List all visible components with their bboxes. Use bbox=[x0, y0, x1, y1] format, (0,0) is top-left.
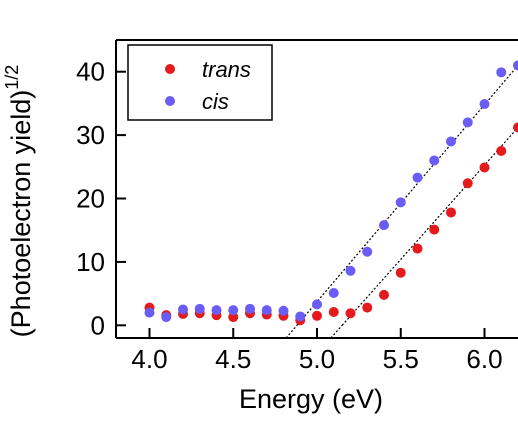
point-cis bbox=[212, 305, 222, 315]
legend-label-trans: trans bbox=[202, 57, 251, 82]
y-tick-label: 0 bbox=[91, 310, 105, 340]
point-trans bbox=[312, 311, 322, 321]
y-tick-label: 20 bbox=[76, 184, 105, 214]
point-trans bbox=[446, 207, 456, 217]
point-cis bbox=[262, 305, 272, 315]
legend-label-cis: cis bbox=[202, 89, 229, 114]
x-tick-label: 6.0 bbox=[466, 344, 502, 374]
point-cis bbox=[228, 305, 238, 315]
point-cis bbox=[145, 308, 155, 318]
x-tick-label: 5.5 bbox=[383, 344, 419, 374]
x-tick-label: 4.0 bbox=[131, 344, 167, 374]
point-cis bbox=[329, 288, 339, 298]
legend: trans cis bbox=[128, 45, 272, 120]
y-axis-title-main: (Photoelectron yield) bbox=[6, 90, 36, 338]
point-cis bbox=[161, 312, 171, 322]
point-cis bbox=[413, 173, 423, 183]
legend-marker-cis bbox=[165, 96, 175, 106]
point-trans bbox=[429, 225, 439, 235]
point-cis bbox=[429, 155, 439, 165]
point-trans bbox=[396, 268, 406, 278]
point-trans bbox=[329, 307, 339, 317]
x-axis-title: Energy (eV) bbox=[239, 384, 383, 414]
point-cis bbox=[346, 266, 356, 276]
point-cis bbox=[446, 136, 456, 146]
x-tick-label: 4.5 bbox=[215, 344, 251, 374]
point-cis bbox=[463, 117, 473, 127]
point-cis bbox=[362, 247, 372, 257]
x-tick-label: 5.0 bbox=[299, 344, 335, 374]
point-cis bbox=[312, 299, 322, 309]
y-tick-label: 30 bbox=[76, 120, 105, 150]
y-tick-label: 10 bbox=[76, 247, 105, 277]
point-cis bbox=[396, 197, 406, 207]
point-trans bbox=[480, 162, 490, 172]
point-trans bbox=[379, 290, 389, 300]
point-trans bbox=[496, 146, 506, 156]
y-axis-title: (Photoelectron yield)1/2 bbox=[2, 65, 36, 338]
y-tick-label: 40 bbox=[76, 57, 105, 87]
point-cis bbox=[295, 311, 305, 321]
point-trans bbox=[362, 303, 372, 313]
y-axis-title-superscript: 1/2 bbox=[2, 65, 22, 90]
point-cis bbox=[496, 67, 506, 77]
point-cis bbox=[245, 304, 255, 314]
point-trans bbox=[413, 244, 423, 254]
point-cis bbox=[195, 304, 205, 314]
point-trans bbox=[463, 178, 473, 188]
point-cis bbox=[379, 220, 389, 230]
point-cis bbox=[279, 306, 289, 316]
point-cis bbox=[480, 99, 490, 109]
point-trans bbox=[346, 308, 356, 318]
legend-marker-trans bbox=[165, 64, 175, 74]
point-cis bbox=[178, 304, 188, 314]
